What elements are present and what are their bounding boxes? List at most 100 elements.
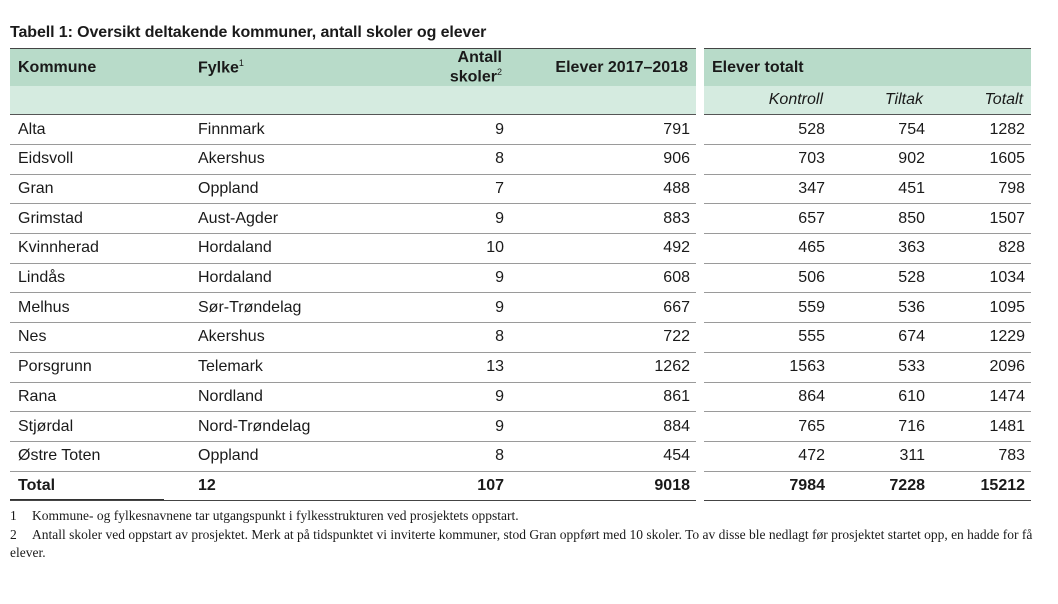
cell-kontroll: 465 (700, 233, 831, 264)
cell-totalt: 798 (931, 174, 1032, 205)
cell-kontroll: 506 (700, 263, 831, 294)
cell-skoler: 107 (400, 470, 510, 502)
cell-fylke: Akershus (190, 144, 400, 175)
cell-skoler: 9 (400, 411, 510, 442)
cell-totalt: 1034 (931, 263, 1032, 294)
cell-kommune: Østre Toten (10, 441, 190, 472)
cell-skoler: 13 (400, 352, 510, 383)
footnote-ref-2: 2 (496, 67, 502, 77)
cell-elever: 722 (510, 322, 704, 353)
cell-elever: 1262 (510, 352, 704, 383)
cell-elever: 488 (510, 174, 704, 205)
subheader-blank (400, 86, 510, 115)
footnote-text: Antall skoler ved oppstart av prosjektet… (10, 526, 1033, 561)
header-totalt: Totalt (931, 86, 1032, 115)
cell-skoler: 8 (400, 441, 510, 472)
cell-kontroll: 7984 (700, 470, 831, 502)
footnote-number: 2 (10, 526, 17, 542)
cell-tiltak: 363 (831, 233, 931, 264)
cell-skoler: 10 (400, 233, 510, 264)
cell-kommune: Kvinnherad (10, 233, 190, 264)
header-fylke-label: Fylke (198, 59, 239, 77)
cell-totalt: 828 (931, 233, 1032, 264)
cell-fylke: Sør-Trøndelag (190, 292, 400, 324)
cell-kommune: Grimstad (10, 203, 190, 235)
cell-tiltak: 528 (831, 263, 931, 294)
cell-tiltak: 311 (831, 441, 931, 472)
subheader-blank (190, 86, 400, 115)
cell-fylke: Hordaland (190, 233, 400, 264)
footnotes: 1 Kommune- og fylkesnavnene tar utgangspu… (10, 507, 1050, 563)
footnote-1: 1 Kommune- og fylkesnavnene tar utgangspu… (10, 507, 1050, 526)
cell-skoler: 9 (400, 382, 510, 413)
cell-kommune: Rana (10, 382, 190, 413)
cell-tiltak: 850 (831, 203, 931, 235)
cell-tiltak: 536 (831, 292, 931, 324)
table-title: Tabell 1: Oversikt deltakende kommuner, … (10, 24, 487, 41)
cell-kommune: Lindås (10, 263, 190, 294)
total-row: Total 12 107 9018 7984 7228 15212 (10, 470, 1032, 502)
cell-totalt: 783 (931, 441, 1032, 472)
cell-totalt: 1229 (931, 322, 1032, 353)
cell-kontroll: 347 (700, 174, 831, 205)
cell-totalt: 15212 (931, 470, 1032, 502)
table-row: Østre Toten Oppland 8 454 472 311 783 (10, 441, 1032, 472)
cell-fylke: Nordland (190, 382, 400, 413)
table-row: Gran Oppland 7 488 347 451 798 (10, 174, 1032, 205)
table-row: Porsgrunn Telemark 13 1262 1563 533 2096 (10, 352, 1032, 383)
cell-tiltak: 610 (831, 382, 931, 413)
cell-elever: 884 (510, 411, 704, 442)
cell-kontroll: 559 (700, 292, 831, 324)
cell-kommune: Stjørdal (10, 411, 190, 442)
table-row: Lindås Hordaland 9 608 506 528 1034 (10, 263, 1032, 294)
cell-tiltak: 451 (831, 174, 931, 205)
cell-totalt: 2096 (931, 352, 1032, 383)
cell-tiltak: 716 (831, 411, 931, 442)
cell-kommune: Melhus (10, 292, 190, 324)
footnote-2: 2 Antall skoler ved oppstart av prosjekte… (10, 526, 1050, 563)
header-elever: Elever 2017–2018 (510, 48, 704, 87)
table-row: Eidsvoll Akershus 8 906 703 902 1605 (10, 144, 1032, 175)
header-skoler: Antall skoler2 (400, 48, 510, 87)
cell-kommune: Gran (10, 174, 190, 205)
cell-kommune: Total (10, 470, 190, 502)
cell-elever: 492 (510, 233, 704, 264)
table-row: Grimstad Aust-Agder 9 883 657 850 1507 (10, 203, 1032, 235)
data-table: Kommune Fylke1 Antall skoler2 Elever 201… (10, 48, 1032, 502)
cell-fylke: Hordaland (190, 263, 400, 294)
cell-fylke: Oppland (190, 441, 400, 472)
header-row: Kommune Fylke1 Antall skoler2 Elever 201… (10, 48, 1032, 87)
header-tiltak: Tiltak (831, 86, 931, 115)
cell-kontroll: 555 (700, 322, 831, 353)
table-row: Alta Finnmark 9 791 528 754 1282 (10, 114, 1032, 146)
table-row: Kvinnherad Hordaland 10 492 465 363 828 (10, 233, 1032, 264)
cell-kontroll: 1563 (700, 352, 831, 383)
cell-skoler: 7 (400, 174, 510, 205)
cell-elever: 883 (510, 203, 704, 235)
cell-elever: 9018 (510, 470, 704, 502)
header-fylke: Fylke1 (190, 48, 400, 87)
cell-fylke: Oppland (190, 174, 400, 205)
cell-elever: 454 (510, 441, 704, 472)
header-skoler-label: Antall skoler (449, 49, 502, 86)
cell-elever: 906 (510, 144, 704, 175)
table-row: Nes Akershus 8 722 555 674 1229 (10, 322, 1032, 353)
header-kontroll: Kontroll (700, 86, 831, 115)
cell-tiltak: 674 (831, 322, 931, 353)
cell-totalt: 1282 (931, 114, 1032, 146)
subheader-row: Kontroll Tiltak Totalt (10, 86, 1032, 115)
table-row: Stjørdal Nord-Trøndelag 9 884 765 716 1481 (10, 411, 1032, 442)
cell-skoler: 8 (400, 144, 510, 175)
footnote-ref-1: 1 (238, 58, 244, 68)
subheader-blank (510, 86, 704, 115)
cell-skoler: 8 (400, 322, 510, 353)
cell-kontroll: 703 (700, 144, 831, 175)
cell-totalt: 1481 (931, 411, 1032, 442)
cell-fylke: 12 (190, 470, 400, 502)
cell-kommune: Nes (10, 322, 190, 353)
cell-kommune: Porsgrunn (10, 352, 190, 383)
cell-kommune: Alta (10, 114, 190, 146)
cell-totalt: 1474 (931, 382, 1032, 413)
cell-kommune: Eidsvoll (10, 144, 190, 175)
cell-kontroll: 765 (700, 411, 831, 442)
